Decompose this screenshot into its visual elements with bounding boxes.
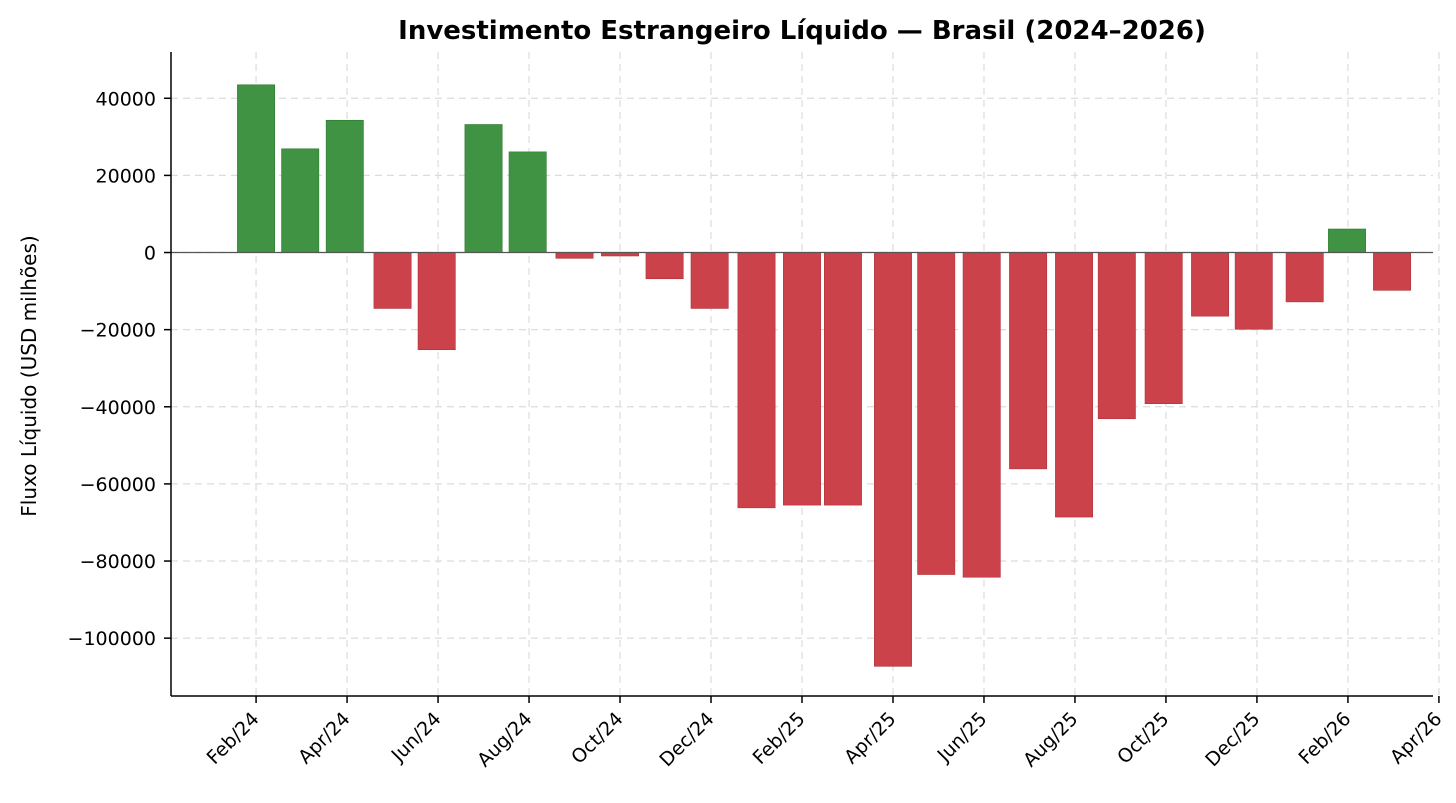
bar-negative [1191,252,1230,317]
bar-negative [1009,252,1048,470]
bar-negative [962,252,1001,578]
y-tick-label: 0 [144,243,156,265]
bar-negative [1234,252,1273,330]
y-tick-label: −60000 [80,474,156,496]
bar-positive [237,84,276,253]
bar-negative [737,252,776,509]
bar-negative [783,252,821,506]
x-tick-label: Dec/24 [655,708,718,771]
bar-positive [281,148,320,253]
x-tick-label: Jun/25 [933,708,992,767]
bar-positive [325,119,364,253]
x-tick-label: Apr/24 [294,708,354,768]
x-tick-label: Feb/26 [1294,708,1355,769]
y-tick-label: −20000 [80,320,156,342]
x-tick-label: Feb/24 [203,708,264,769]
bar-negative [1144,252,1183,404]
bar-positive [508,151,547,253]
bars-group [237,84,1412,667]
y-tick-label: −80000 [80,551,156,573]
x-tick-label: Apr/26 [1386,708,1446,768]
y-ticks: 40000 20000 0 −20000 −40000 −60000 −80000 −1000… [68,88,171,650]
bar-negative [690,252,729,309]
chart-title: Investimento Estrangeiro Líquido — Brasi… [398,16,1206,46]
x-tick-label: Jun/24 [387,708,446,767]
bar-negative [1055,252,1094,518]
y-tick-label: 40000 [96,88,156,110]
x-tick-label: Oct/24 [567,708,627,768]
bar-negative [1373,252,1412,291]
bar-negative [917,252,956,575]
bar-negative [373,252,412,309]
x-tick-label: Aug/24 [473,708,536,771]
bar-negative [417,252,456,351]
y-axis-label: Fluxo Líquido (USD milhões) [17,235,41,516]
y-tick-label: −40000 [80,397,156,419]
bar-negative [1285,252,1324,303]
x-ticks: Feb/24 Apr/24 Jun/24 Aug/24 Oct/24 Dec/24 Feb/… [203,696,1446,771]
bar-negative [823,252,862,506]
x-tick-label: Aug/25 [1019,708,1082,771]
y-tick-label: 20000 [96,165,156,187]
y-tick-label: −100000 [68,628,156,650]
x-tick-label: Dec/25 [1201,708,1264,771]
bar-positive [1328,228,1366,253]
bar-negative [1097,252,1136,420]
bar-negative [645,252,684,280]
x-tick-label: Apr/25 [840,708,900,768]
bar-negative [874,252,912,667]
bar-negative [555,252,594,259]
bar-positive [464,124,503,253]
x-tick-label: Feb/25 [749,708,810,769]
x-tick-label: Oct/25 [1113,708,1173,768]
